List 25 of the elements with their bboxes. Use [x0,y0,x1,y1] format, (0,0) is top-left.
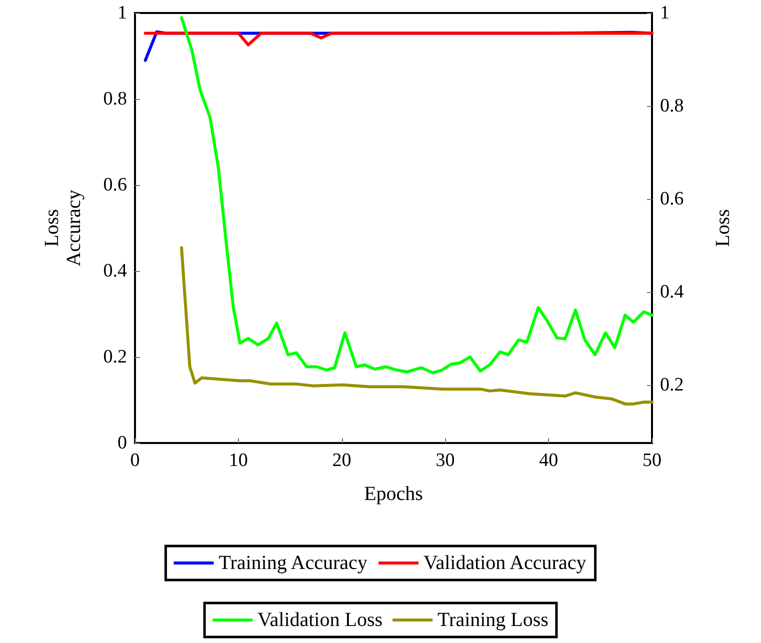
y-tick-label: 0.6 [103,174,127,196]
line-series [180,246,654,406]
legend-label: Training Accuracy [218,552,368,574]
y-tick-label: 0.8 [103,88,127,110]
y-tick-label: 0.2 [103,346,127,368]
x-axis-title: Epochs [364,483,424,505]
y2-tick-label: 0.6 [660,188,684,210]
y2-tick-label: 1 [660,2,670,24]
y2-axis-title: Loss [712,208,734,247]
x-tick-label: 50 [642,450,662,471]
legend-label: Validation Accuracy [423,552,586,574]
y2-tick-label: 0.2 [660,374,684,396]
y-tick-label: 0 [118,432,127,454]
y-axis-title: Loss Accuracy [41,190,85,266]
x-tick-label: 10 [228,450,248,471]
x-tick-label: 20 [332,450,352,471]
legend-label: Training Loss [438,609,549,631]
y-tick-label: 1 [118,2,127,24]
line-series [180,16,654,374]
x-tick-label: 30 [436,450,455,471]
y-tick-label: 0.4 [103,260,128,282]
x-tick-label: 40 [539,450,558,471]
y2-tick-label: 0.4 [660,281,684,302]
legend-label: Validation Loss [258,609,383,631]
y2-tick-label: 0.8 [660,95,684,116]
